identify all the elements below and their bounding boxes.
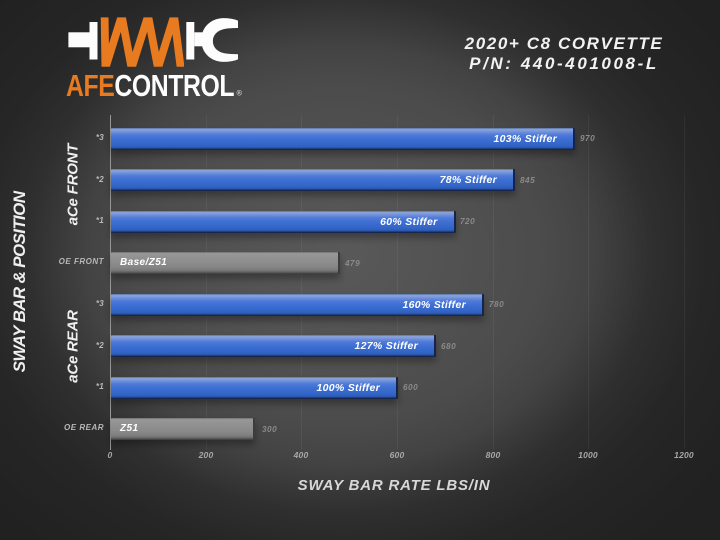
svg-text:AFECONTROL: AFECONTROL [66,68,234,102]
svg-text:®: ® [237,89,243,98]
